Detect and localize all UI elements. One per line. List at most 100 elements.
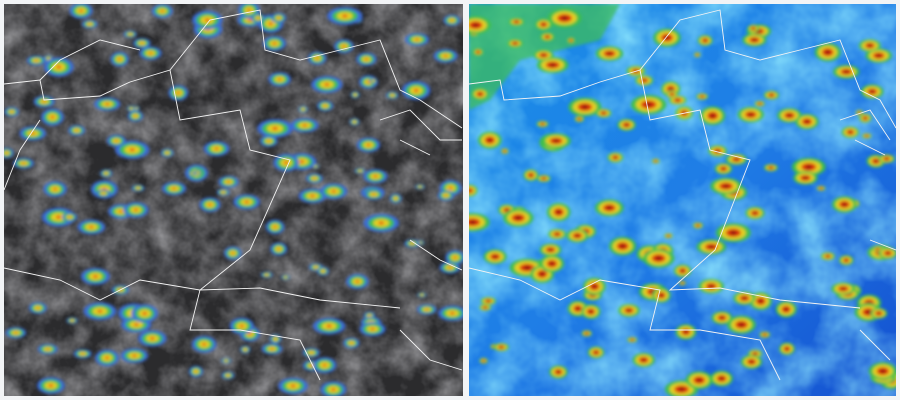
storm-cell	[589, 310, 593, 313]
storm-cell	[877, 312, 881, 315]
storm-cell	[500, 346, 503, 348]
storm-cell	[366, 143, 371, 147]
storm-cell	[758, 103, 761, 105]
storm-cell	[284, 276, 287, 278]
storm-cell	[606, 206, 612, 210]
storm-cells	[4, 4, 463, 396]
storm-cell	[394, 197, 397, 200]
storm-cell	[556, 370, 560, 374]
storm-cell	[315, 166, 317, 167]
storm-cell	[419, 186, 421, 188]
storm-cell	[172, 187, 176, 190]
storm-cell	[602, 112, 605, 114]
storm-cell	[585, 332, 588, 334]
storm-cell	[825, 50, 830, 54]
storm-cell	[265, 274, 268, 276]
storm-cell	[696, 54, 698, 56]
storm-cell	[314, 266, 317, 268]
storm-cell	[244, 200, 249, 204]
storm-cell	[284, 161, 289, 165]
storm-cell	[244, 348, 247, 351]
storm-cell	[448, 186, 453, 190]
storm-cell	[723, 184, 729, 188]
storm-cell	[473, 23, 479, 27]
storm-cell	[876, 54, 881, 57]
storm-cell	[239, 324, 244, 328]
storm-cell	[805, 120, 809, 123]
storm-cell	[709, 285, 714, 288]
storm-cell	[299, 160, 305, 163]
storm-cell	[576, 307, 580, 310]
storm-cell	[678, 387, 685, 391]
storm-cell	[681, 269, 685, 272]
storm-cell	[842, 203, 847, 206]
storm-cell	[753, 212, 757, 215]
storm-cell	[323, 105, 327, 107]
storm-cell	[368, 315, 371, 317]
storm-cell	[53, 187, 57, 191]
storm-cell	[701, 95, 704, 97]
storm-cell	[548, 248, 553, 251]
storm-cell	[331, 190, 336, 193]
storm-cell	[273, 225, 277, 229]
storm-cell	[421, 294, 423, 296]
storm-cell	[826, 255, 829, 257]
storm-cell	[222, 191, 225, 193]
storm-cell	[504, 150, 506, 152]
storm-cell	[607, 52, 612, 55]
storm-cell	[132, 354, 137, 357]
storm-cell	[748, 113, 753, 116]
storm-cell	[515, 216, 521, 220]
storm-cell	[556, 210, 561, 214]
storm-cell	[270, 348, 274, 350]
storm-cell	[247, 19, 252, 22]
storm-cell	[540, 272, 544, 276]
storm-cell	[322, 363, 327, 367]
storm-cell	[669, 87, 673, 91]
storm-cell	[627, 309, 631, 312]
storm-cell	[129, 148, 135, 152]
storm-cell	[550, 63, 556, 67]
storm-cell	[14, 331, 18, 334]
storm-cell	[81, 353, 85, 355]
storm-cell	[378, 221, 385, 225]
water-vapor-panel	[469, 4, 896, 396]
storm-cell	[708, 245, 714, 249]
storm-cell	[614, 156, 617, 159]
storm-cell	[331, 388, 336, 391]
storm-cell	[89, 225, 94, 229]
storm-cell	[469, 187, 474, 194]
storm-cell	[482, 360, 485, 362]
storm-cell	[204, 18, 210, 22]
storm-cell	[582, 105, 588, 109]
storm-cell	[55, 215, 62, 219]
storm-cell	[578, 118, 581, 120]
storm-cell	[864, 117, 867, 119]
storm-cell	[770, 94, 773, 96]
storm-cell	[133, 208, 138, 212]
storm-cell	[194, 370, 198, 373]
storm-cell	[515, 21, 518, 23]
storm-cell	[763, 334, 766, 336]
storm-cell	[353, 121, 356, 123]
storm-cell	[667, 235, 670, 237]
storm-cell	[876, 248, 879, 250]
storm-cell	[226, 180, 231, 183]
storm-cell	[493, 255, 497, 258]
storm-cell	[79, 9, 83, 12]
storm-cell	[570, 39, 572, 41]
storm-cell	[133, 323, 139, 326]
storm-cell	[359, 170, 361, 172]
infrared-panel	[4, 4, 463, 396]
storm-cell	[102, 192, 105, 195]
storm-cell	[310, 194, 315, 198]
storm-cell	[176, 91, 180, 95]
storm-cell	[322, 270, 324, 272]
storm-cell	[88, 23, 91, 25]
storm-cell	[166, 152, 169, 154]
storm-cell	[130, 108, 132, 110]
storm-cell	[865, 135, 868, 137]
storm-cell	[425, 308, 429, 311]
storm-cell	[874, 160, 878, 163]
